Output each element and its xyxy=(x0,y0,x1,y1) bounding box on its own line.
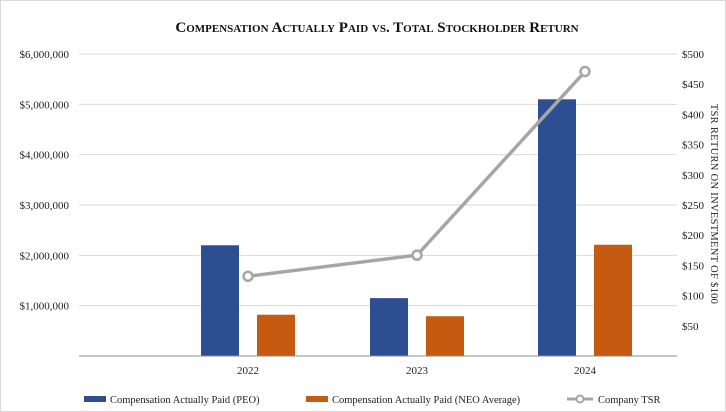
x-tick-label: 2022 xyxy=(237,365,259,377)
right-tick-label: $300 xyxy=(682,170,705,182)
left-tick-label: $5,000,000 xyxy=(20,99,70,111)
right-tick-label: $350 xyxy=(682,140,705,152)
right-tick-label: $400 xyxy=(682,109,705,121)
bar-neo-average-2024 xyxy=(594,244,632,356)
left-tick-label: $3,000,000 xyxy=(20,200,70,212)
left-tick-label: $4,000,000 xyxy=(20,150,70,162)
legend-marker-tsr xyxy=(575,394,585,404)
legend: Compensation Actually Paid (PEO) Compensa… xyxy=(84,394,661,406)
x-tick-label: 2023 xyxy=(406,365,429,377)
gridlines xyxy=(79,53,677,307)
left-axis: $1,000,000 $2,000,000 $3,000,000 $4,000,000… xyxy=(20,49,70,313)
tsr-point-2024 xyxy=(579,65,591,78)
legend-swatch-neo-average xyxy=(306,396,328,402)
tsr-point-2023 xyxy=(411,249,423,261)
bar-peo-2024 xyxy=(538,99,576,357)
right-tick-label: $450 xyxy=(682,79,705,91)
x-tick-label: 2024 xyxy=(574,365,597,377)
right-tick-label: $100 xyxy=(682,291,705,303)
left-tick-label: $1,000,000 xyxy=(20,301,70,313)
bar-neo-average-2022 xyxy=(257,314,295,356)
right-tick-label: $200 xyxy=(682,230,705,242)
left-tick-label: $2,000,000 xyxy=(20,250,70,262)
left-tick-label: $6,000,000 xyxy=(20,49,70,61)
bar-neo-average-2023 xyxy=(426,316,464,356)
bar-peo-2022 xyxy=(201,245,239,356)
right-axis-title: TSR RETURN ON INVESTMENT OF $100 xyxy=(708,104,719,304)
line-series xyxy=(242,65,591,283)
legend-label: Compensation Actually Paid (PEO) xyxy=(110,395,260,406)
right-tick-label: $250 xyxy=(682,200,705,212)
right-axis: $50 $100 $150 $200 $250 $300 $350 $400 $450 $500 xyxy=(682,49,705,333)
chart-title: Compensation Actually Paid vs. Total Sto… xyxy=(175,20,578,36)
legend-label: Compensation Actually Paid (NEO Average) xyxy=(332,395,521,406)
bar-peo-2023 xyxy=(370,298,408,356)
right-tick-label: $500 xyxy=(682,49,705,61)
tsr-point-2022 xyxy=(242,270,254,283)
bar-series xyxy=(201,99,632,357)
legend-swatch-peo xyxy=(84,396,106,402)
x-axis: 2022 2023 2024 xyxy=(237,365,597,377)
legend-label: Company TSR xyxy=(598,395,661,406)
right-tick-label: $50 xyxy=(682,321,699,333)
right-tick-label: $150 xyxy=(682,260,705,272)
